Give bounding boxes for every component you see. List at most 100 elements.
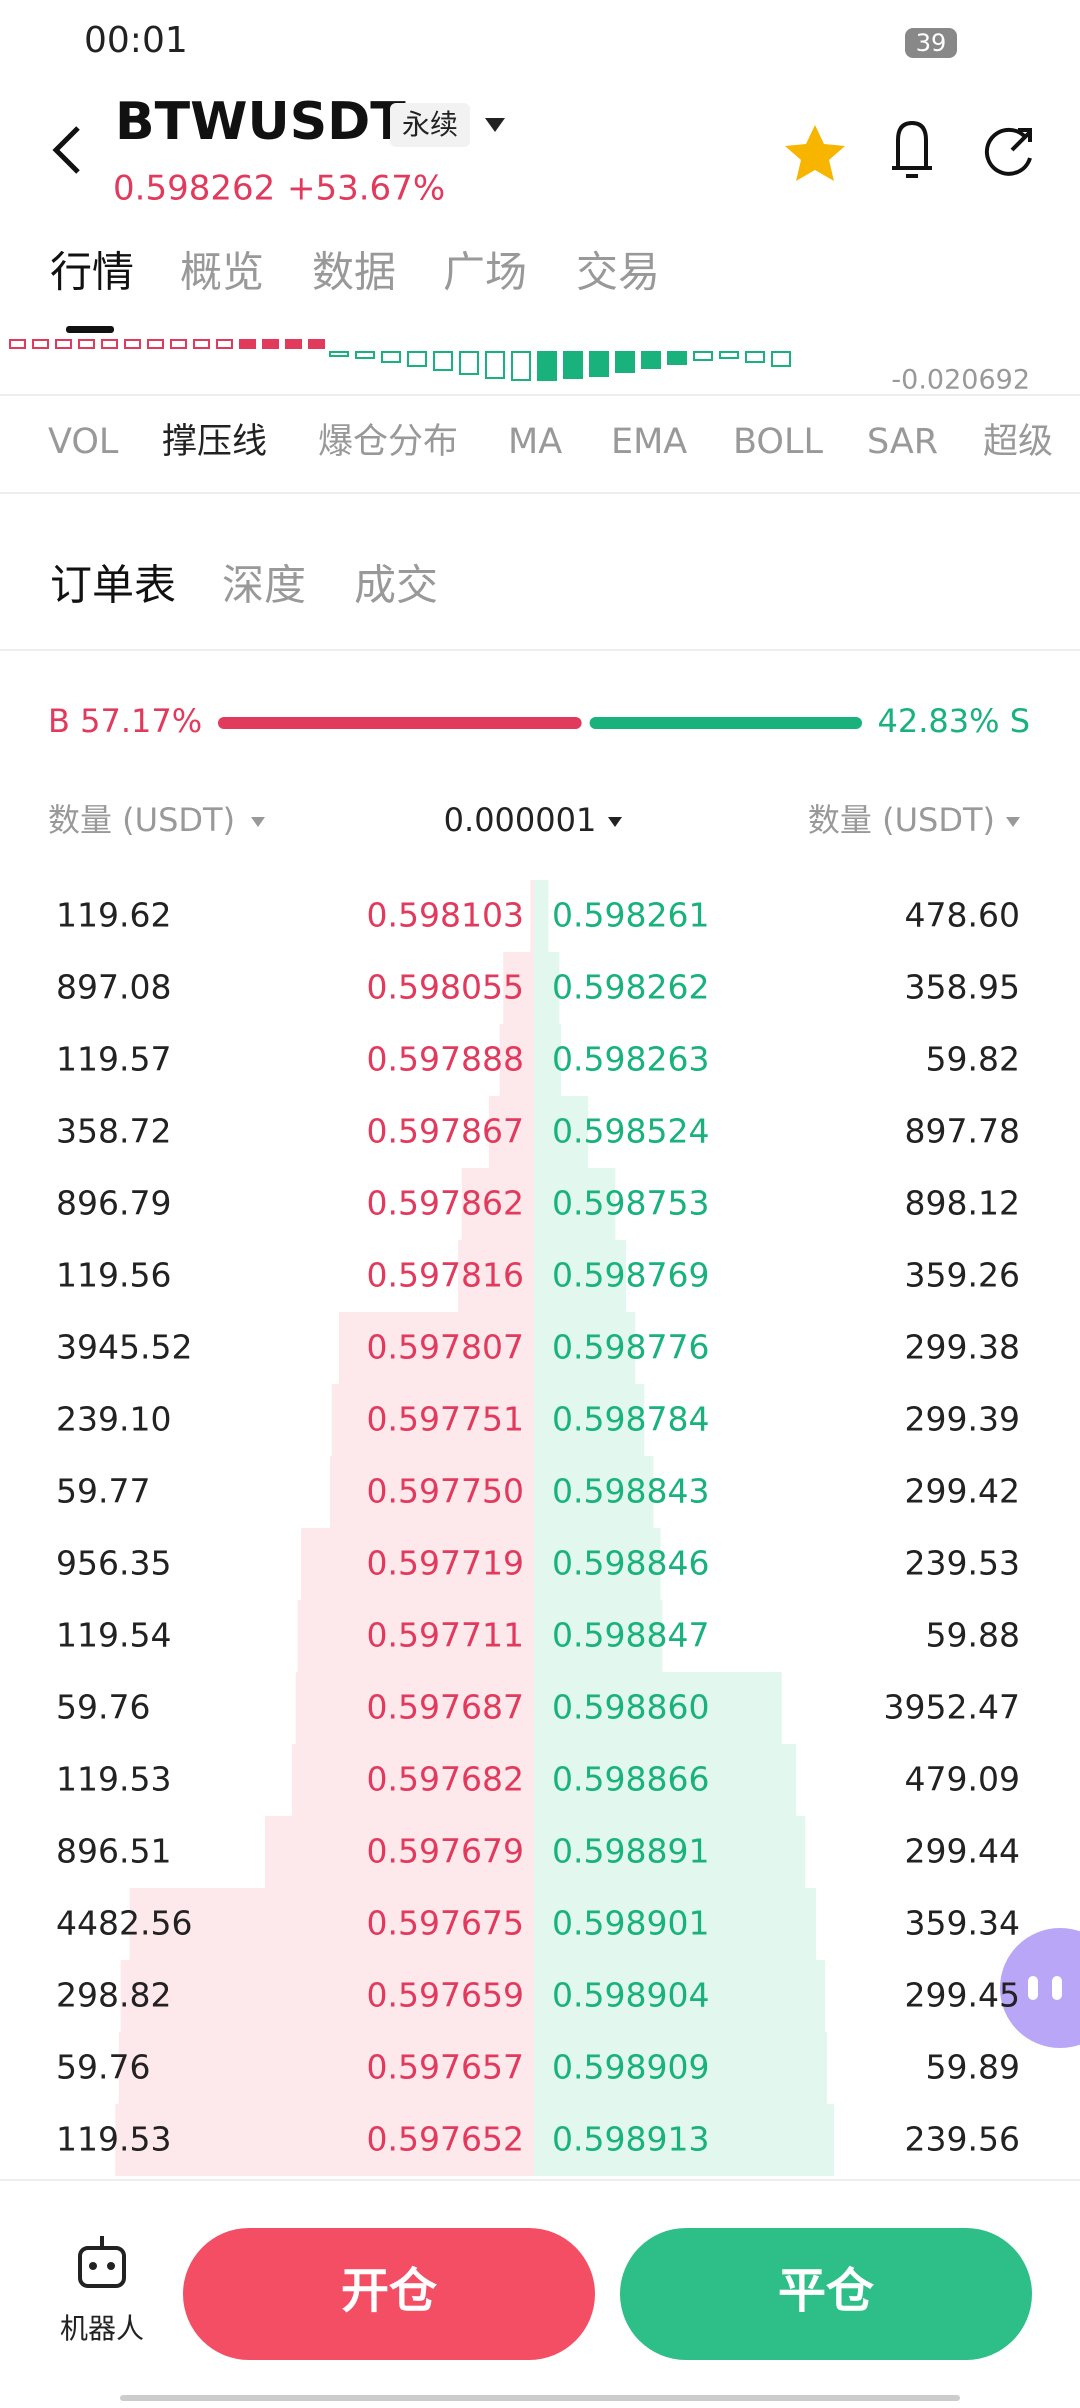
chart-bar [329,351,349,357]
bid-quantity: 119.54 [56,1616,171,1655]
bid-quantity: 59.76 [56,1688,150,1727]
main-tab[interactable]: 概览 [180,248,264,297]
share-icon[interactable] [984,127,1032,176]
bid-price: 0.597652 [367,2120,524,2159]
chart-bar [511,351,531,381]
bid-price: 0.598103 [367,896,524,935]
ask-depth-bar [534,1240,627,1312]
bid-depth-bar [530,880,534,952]
ask-price: 0.598769 [552,1256,709,1295]
chart-bar [55,339,72,349]
main-tab[interactable]: 行情 [50,248,134,297]
bid-depth-bar [129,1888,534,1960]
ask-price: 0.598776 [552,1328,709,1367]
bid-depth-bar [339,1312,534,1384]
price-change: +53.67% [287,169,445,209]
main-tab[interactable]: 数据 [312,248,396,297]
dropdown-arrow[interactable] [1006,817,1020,827]
bid-depth-bar [292,1744,534,1816]
ask-price: 0.598784 [552,1400,709,1439]
close-button[interactable] [620,2228,1032,2360]
assistant-bubble[interactable] [1000,1928,1080,2048]
indicator-tab[interactable]: 超级 [983,422,1053,462]
chart-bar [641,351,661,369]
ask-price: 0.598913 [552,2120,709,2159]
ask-price: 0.598262 [552,968,709,1007]
chart-bar [745,351,765,363]
open-button[interactable] [183,2228,595,2360]
book-tab[interactable]: 订单表 [50,561,176,610]
bid-depth-bar [331,1384,534,1456]
main-tab[interactable]: 广场 [443,248,527,297]
bid-price: 0.597687 [367,1688,524,1727]
ask-quantity: 299.42 [905,1472,1020,1511]
chart-bar [667,351,687,365]
right-column-header[interactable]: 数量 (USDT) [808,801,995,839]
bid-quantity: 119.53 [56,2120,171,2159]
book-tab[interactable]: 深度 [222,561,306,610]
ask-quantity: 59.82 [926,1040,1020,1079]
dropdown-arrow[interactable] [485,118,505,132]
ask-depth-bar [534,1168,616,1240]
bid-quantity: 59.76 [56,2048,150,2087]
bid-price: 0.597888 [367,1040,524,1079]
back-button[interactable] [52,126,80,174]
bid-price: 0.597682 [367,1760,524,1799]
ask-price: 0.598843 [552,1472,709,1511]
ask-quantity: 897.78 [905,1112,1020,1151]
bid-depth-bar [458,1240,534,1312]
buy-ratio-bar [218,717,582,729]
sell-ratio-bar [589,717,862,729]
book-tab[interactable]: 成交 [354,561,438,610]
bid-price: 0.597675 [367,1904,524,1943]
chart-bar [407,351,427,367]
bid-price: 0.597679 [367,1832,524,1871]
tab-underline [66,326,114,333]
dropdown-arrow[interactable] [251,817,265,827]
indicator-tab[interactable]: VOL [48,422,119,462]
ask-price: 0.598524 [552,1112,709,1151]
bid-price: 0.598055 [367,968,524,1007]
ask-quantity: 59.88 [926,1616,1020,1655]
indicator-tab[interactable]: 爆仓分布 [318,422,458,462]
bid-price: 0.597862 [367,1184,524,1223]
bid-quantity: 358.72 [56,1112,171,1151]
chart-bar [537,351,557,381]
bid-quantity: 956.35 [56,1544,171,1583]
bid-quantity: 896.79 [56,1184,171,1223]
robot-label[interactable]: 机器人 [60,2312,144,2345]
indicator-tab[interactable]: SAR [867,422,938,462]
ask-price: 0.598909 [552,2048,709,2087]
ask-quantity: 239.53 [905,1544,1020,1583]
indicator-tab[interactable]: MA [508,422,562,462]
dropdown-arrow[interactable] [608,817,622,827]
close-button-label[interactable]: 平仓 [778,2263,875,2319]
favorite-star[interactable] [785,125,845,181]
main-tab[interactable]: 交易 [576,248,660,297]
open-button-label[interactable]: 开仓 [341,2263,438,2319]
chart-bar [355,351,375,359]
ask-depth-bar [534,2032,827,2104]
ask-quantity: 479.09 [905,1760,1020,1799]
bid-depth-bar [115,2104,534,2176]
precision-selector[interactable]: 0.000001 [444,801,597,839]
bubble-eye [1052,1976,1062,2000]
bid-price: 0.597750 [367,1472,524,1511]
ask-depth-bar [534,880,549,952]
bid-depth-bar [301,1528,534,1600]
indicator-tab[interactable]: EMA [611,422,687,462]
bid-price: 0.597751 [367,1400,524,1439]
indicator-tab[interactable]: 撑压线 [162,422,267,462]
ask-price: 0.598866 [552,1760,709,1799]
status-time: 00:01 [84,20,188,61]
left-column-header[interactable]: 数量 (USDT) [48,801,235,839]
chart-bar [485,351,505,379]
contract-type[interactable]: 永续 [402,108,458,141]
robot-eye [107,2262,115,2270]
bell-icon[interactable] [892,120,932,178]
indicator-tab[interactable]: BOLL [733,422,823,462]
chart-bar [459,351,479,375]
bid-quantity: 896.51 [56,1832,171,1871]
ask-quantity: 239.56 [905,2120,1020,2159]
